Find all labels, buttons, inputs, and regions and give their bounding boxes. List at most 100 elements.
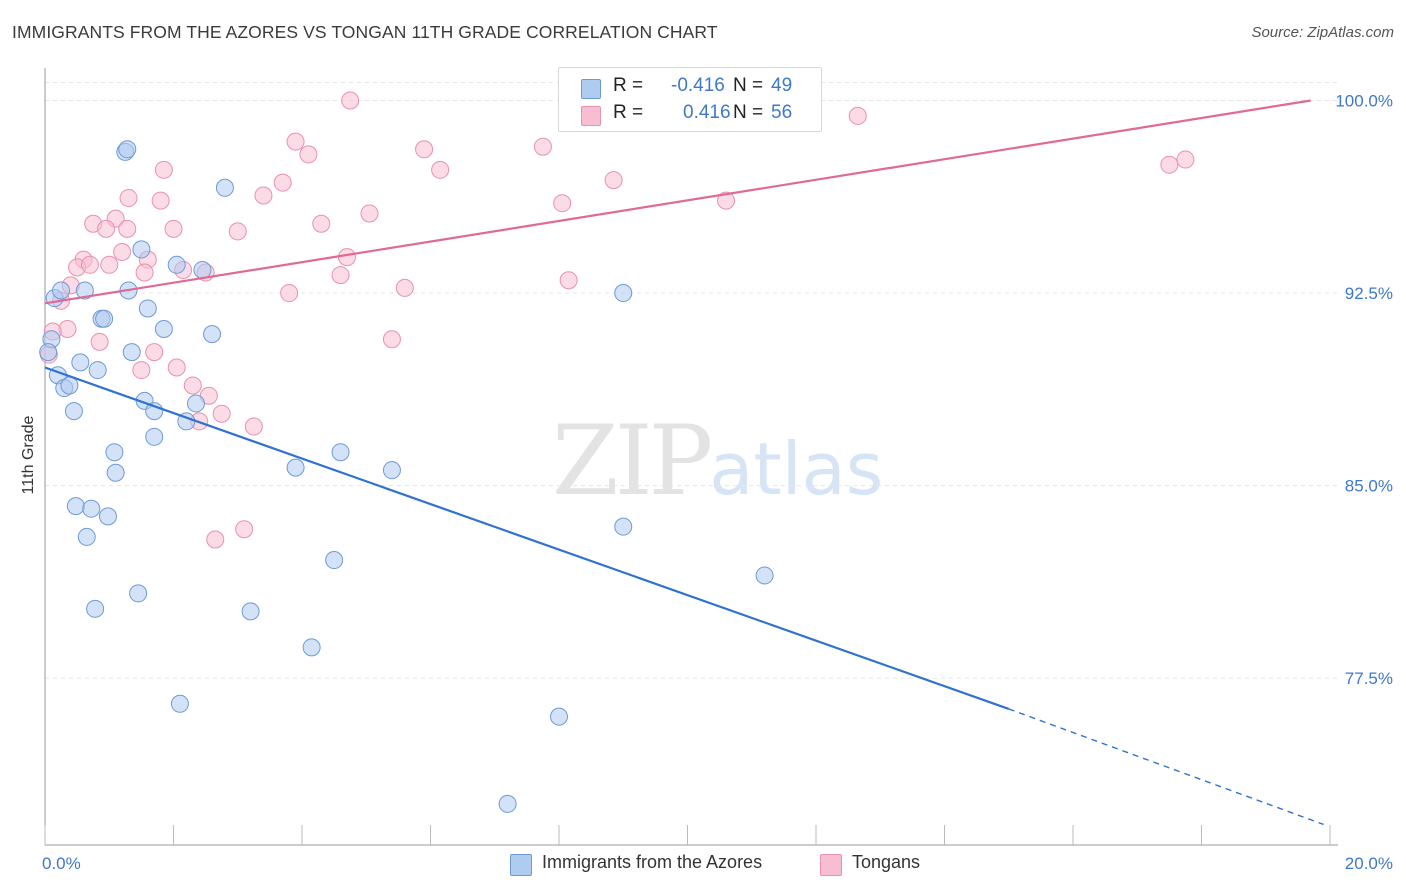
azores-point [170, 694, 189, 713]
azores-point [498, 794, 517, 813]
tongan-legend-swatch [820, 854, 842, 876]
tongan-point [244, 417, 263, 436]
azores-point [105, 443, 124, 462]
azores-point [215, 178, 234, 197]
tongan-point [604, 171, 623, 190]
n-value: 56 [771, 102, 793, 123]
azores-point [118, 140, 137, 159]
axes [44, 68, 1338, 846]
tongan-point [97, 219, 116, 238]
tongan-point [135, 263, 154, 282]
azores-point [98, 507, 117, 526]
azores-point [66, 497, 85, 516]
azores-point [614, 284, 633, 303]
azores-point [755, 566, 774, 585]
tongan-point [1160, 155, 1179, 174]
azores-point [186, 394, 205, 413]
r-label: R = [613, 102, 644, 123]
watermark-atlas: atlas [709, 427, 884, 511]
tongan-point [119, 189, 138, 208]
tongan-point [118, 219, 137, 238]
tongan-point [848, 106, 867, 125]
azores-point [106, 463, 125, 482]
azores-point [39, 343, 58, 362]
gridlines [45, 82, 1338, 679]
tongan-point [337, 248, 356, 267]
tongan-point [559, 271, 578, 290]
azores-point [129, 584, 148, 603]
azores-legend-label: Immigrants from the Azores [542, 852, 763, 872]
tongan-point [164, 219, 183, 238]
tongan-point [1176, 150, 1195, 169]
n-value: 49 [771, 75, 793, 96]
tongan-point [553, 194, 572, 213]
azores-trend-extension [1008, 708, 1324, 826]
tongan-point [341, 91, 360, 110]
watermark: ZIPatlas [552, 405, 883, 517]
n-label: N = [733, 75, 764, 96]
azores-point [382, 461, 401, 480]
tongan-point [312, 214, 331, 233]
tongan-point [360, 204, 379, 223]
azores-point [241, 602, 260, 621]
azores-point [88, 361, 107, 380]
azores-point [95, 309, 114, 328]
azores-point [145, 427, 164, 446]
tongan-point [717, 191, 736, 210]
tongan-point [228, 222, 247, 241]
r-value: 0.416 [683, 102, 731, 123]
tongan-point [331, 266, 350, 285]
azores-swatch [581, 79, 601, 99]
n-label: N = [733, 102, 764, 123]
azores-point [167, 255, 186, 274]
r-label: R = [613, 75, 644, 96]
tongan-point [431, 160, 450, 179]
azores-point [325, 551, 344, 570]
tongan-point [395, 278, 414, 297]
azores-point [71, 353, 90, 372]
azores-point [614, 517, 633, 536]
tongan-point [145, 343, 164, 362]
azores-trend-line [44, 366, 1010, 710]
tongan-point [280, 284, 299, 303]
azores-point [77, 527, 96, 546]
correlation-legend: R = -0.416 N = 49 R = 0.416 N = 56 [558, 67, 822, 132]
tongan-point [273, 173, 292, 192]
tongan-point [90, 332, 109, 351]
azores-point [64, 402, 83, 421]
y-tick-label: 77.5% [1345, 669, 1393, 688]
tongan-points [39, 91, 1195, 549]
y-tick-label: 100.0% [1335, 92, 1393, 111]
tongan-point [206, 530, 225, 549]
azores-point [154, 319, 173, 338]
tongan-point [151, 191, 170, 210]
tongan-point [382, 330, 401, 349]
azores-point [302, 638, 321, 657]
azores-point [331, 443, 350, 462]
tongan-point [235, 520, 254, 539]
azores-point [52, 281, 71, 300]
tongan-point [80, 255, 99, 274]
azores-point [138, 299, 157, 318]
tongan-point [533, 137, 552, 156]
azores-point [132, 240, 151, 259]
y-axis-title: 11th Grade [20, 415, 37, 494]
trend-lines [44, 99, 1324, 826]
azores-point [86, 599, 105, 618]
azores-point [286, 458, 305, 477]
watermark-zip: ZIP [552, 405, 713, 517]
tongan-point [167, 358, 186, 377]
tongan-point [100, 255, 119, 274]
y-tick-label: 92.5% [1345, 284, 1393, 303]
tongan-swatch [581, 106, 601, 126]
tongan-point [299, 145, 318, 164]
tongan-point [132, 361, 151, 380]
azores-legend-swatch [510, 854, 532, 876]
chart-title: IMMIGRANTS FROM THE AZORES VS TONGAN 11T… [12, 22, 718, 42]
azores-point [82, 499, 101, 518]
tongan-trend-line [44, 99, 1311, 305]
tongan-legend-label: Tongans [852, 852, 921, 872]
tongan-point [113, 242, 132, 261]
azores-point [193, 260, 212, 279]
azores-point [75, 281, 94, 300]
